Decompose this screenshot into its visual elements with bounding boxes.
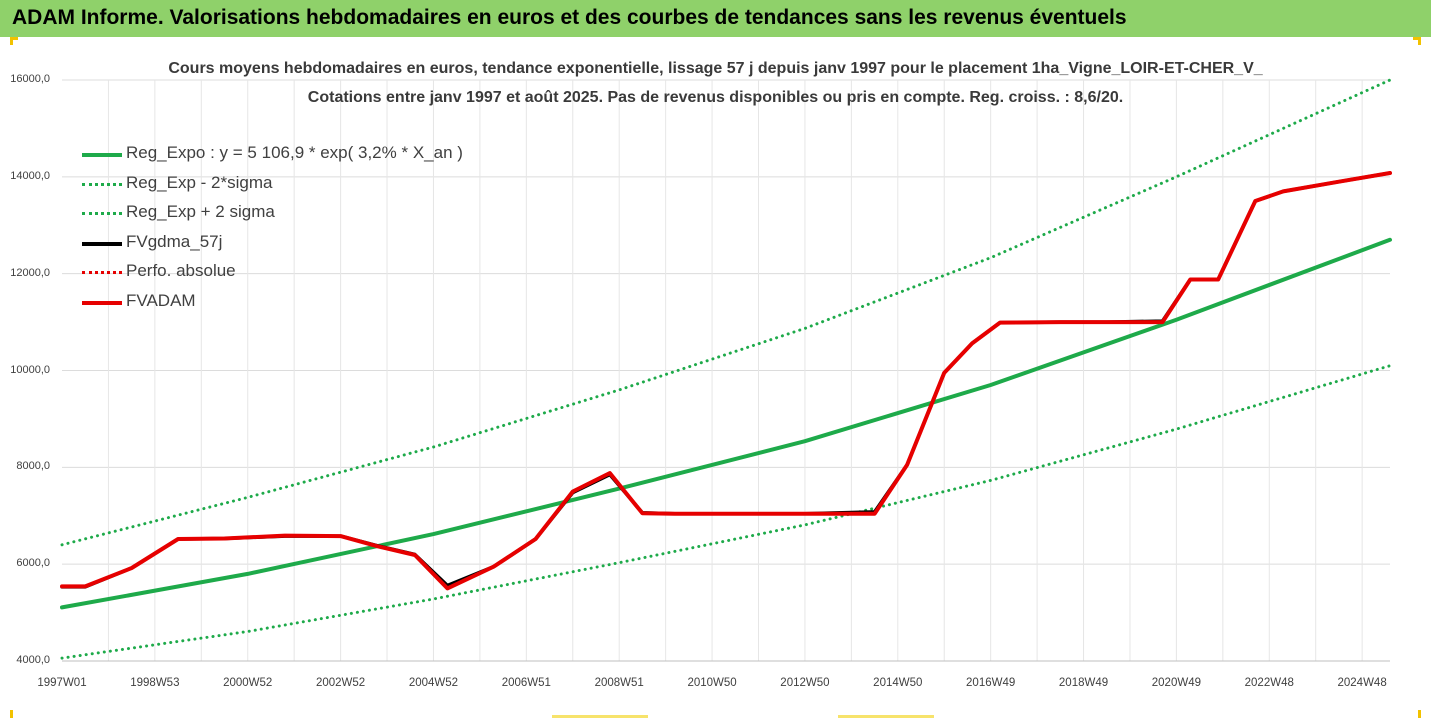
x-tick-label: 2020W49 [1151, 677, 1201, 689]
series-line-1 [60, 364, 1392, 660]
legend-label: Perfo. absolue [126, 261, 236, 280]
x-tick-label: 2016W49 [966, 677, 1016, 689]
y-tick-label: 14000,0 [10, 169, 50, 182]
x-tick-label: 2006W51 [501, 677, 551, 689]
legend-swatch [82, 153, 122, 157]
x-tick-label: 2018W49 [1058, 677, 1109, 689]
y-tick-label: 6000,0 [16, 557, 50, 570]
legend-label: FVgdma_57j [126, 231, 223, 251]
x-tick-label: 2002W52 [315, 677, 366, 689]
y-tick-label: 10000,0 [10, 363, 50, 376]
x-tick-label: 2008W51 [594, 677, 644, 689]
chart-title: Cours moyens hebdomadaires en euros, ten… [168, 60, 1263, 77]
x-tick-label: 2010W50 [687, 677, 737, 689]
legend-label: Reg_Exp + 2 sigma [126, 202, 275, 221]
legend-swatch [82, 182, 122, 186]
legend-swatch [82, 212, 122, 215]
corner-accent-bottom-right [1418, 710, 1421, 718]
x-tick-label: 1997W01 [37, 677, 87, 689]
y-tick-label: 12000,0 [10, 266, 50, 279]
x-tick-label: 1998W53 [130, 677, 180, 689]
legend-swatch [82, 271, 122, 274]
header-banner: ADAM Informe. Valorisations hebdomadaire… [0, 0, 1431, 37]
x-tick-label: 2014W50 [873, 677, 923, 689]
series-line-3 [60, 171, 1392, 589]
y-tick-label: 4000,0 [16, 654, 50, 666]
series-line-0 [60, 237, 1392, 610]
series-layer [60, 78, 1392, 660]
bottom-accent-1 [552, 715, 648, 718]
legend-label: Reg_Exp - 2*sigma [126, 172, 273, 192]
x-tick-label: 2004W52 [408, 677, 459, 689]
corner-accent-left-h [10, 37, 18, 40]
corner-accent-right [1418, 37, 1421, 45]
series-line-5 [60, 171, 1392, 591]
corner-accent-left [10, 37, 13, 45]
x-tick-label: 2012W50 [780, 677, 830, 689]
legend-label: FVADAM [126, 290, 196, 310]
y-tick-label: 16000,0 [10, 73, 50, 85]
legend-label: Reg_Expo : y = 5 106,9 * exp( 3,2% * X_a… [126, 143, 463, 162]
legend-swatch [82, 241, 122, 246]
x-tick-label: 2000W52 [223, 677, 273, 689]
corner-accent-bottom-left [10, 710, 13, 718]
grid-layer [62, 79, 1390, 662]
chart-subtitle: Cotations entre janv 1997 et août 2025. … [307, 89, 1124, 106]
series-line-2 [60, 78, 1392, 547]
legend-swatch [82, 300, 122, 305]
x-tick-label: 2024W48 [1337, 677, 1387, 689]
corner-accent-right-h [1413, 37, 1421, 40]
banner-title: ADAM Informe. Valorisations hebdomadaire… [12, 6, 1127, 29]
y-tick-label: 8000,0 [16, 460, 50, 473]
bottom-accent-2 [838, 715, 934, 718]
x-tick-label: 2022W48 [1244, 677, 1294, 689]
